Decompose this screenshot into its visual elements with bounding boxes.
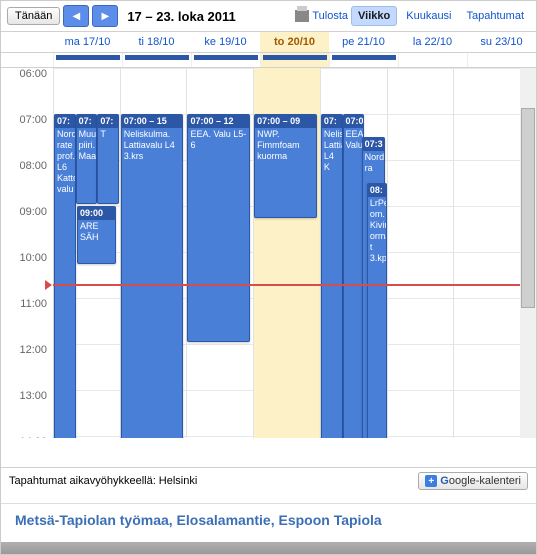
event-title: Neliskulma. Lattiavalu L4 3.krs: [124, 129, 180, 162]
allday-cell-6: [467, 53, 536, 67]
hour-label: 06:00: [1, 68, 53, 114]
weekday-6[interactable]: su 23/10: [467, 32, 536, 52]
allday-cell-5: [398, 53, 467, 67]
weekday-0[interactable]: ma 17/10: [53, 32, 122, 52]
calendar-event[interactable]: 07:Nordic rate prof. L6 Katto valu: [54, 114, 76, 438]
event-title: T: [100, 129, 116, 140]
timezone-label: Tapahtumat aikavyöhykkeellä: Helsinki: [9, 475, 197, 487]
calendar-event[interactable]: 07:00 – 09NWP. Fimmfoam kuorma: [254, 114, 316, 218]
day-column-0[interactable]: 07:Nordic rate prof. L6 Katto valu07:Muu…: [53, 68, 120, 438]
calendar-event[interactable]: 07:Neliskulma. Lattiavalu L4 K: [321, 114, 343, 438]
weekday-4[interactable]: pe 21/10: [329, 32, 398, 52]
hour-label: 09:00: [1, 206, 53, 252]
calendar-event[interactable]: 07:T: [97, 114, 119, 204]
event-time: 07:3: [363, 138, 384, 151]
event-time: 07:00 – 15: [122, 115, 182, 128]
day-column-5[interactable]: [387, 68, 454, 438]
allday-cell-1: [122, 53, 191, 67]
allday-cell-4: [329, 53, 398, 67]
event-time: 07:00 – 12: [188, 115, 248, 128]
calendar-event[interactable]: 09:00ARE SÄH: [77, 206, 116, 264]
print-link[interactable]: Tulosta: [295, 10, 348, 22]
weekday-1[interactable]: ti 18/10: [122, 32, 191, 52]
event-time: 07:: [322, 115, 342, 128]
calendar-event[interactable]: 08:LrPe om. Kiviuki orma t 3.kpl: [367, 183, 387, 438]
weekday-5[interactable]: la 22/10: [398, 32, 467, 52]
print-label: Tulosta: [312, 10, 348, 22]
event-title: Nordic rate prof. L6 Katto valu: [57, 129, 73, 195]
day-column-1[interactable]: 07:00 – 15Neliskulma. Lattiavalu L4 3.kr…: [120, 68, 187, 438]
event-time: 07:0: [344, 115, 364, 128]
print-icon: [295, 10, 309, 22]
event-time: 08:: [368, 184, 386, 197]
grid-scrollbar[interactable]: [520, 68, 536, 438]
event-title: Muuraus piiri. Maastons: [79, 129, 95, 162]
event-title: ARE SÄH: [80, 221, 113, 243]
allday-cell-3: [260, 53, 329, 67]
hour-label: 07:00: [1, 114, 53, 160]
event-title: NWP. Fimmfoam kuorma: [257, 129, 313, 162]
calendar-event[interactable]: 07:00 – 12EEA. Valu L5-6: [187, 114, 249, 342]
event-title: EEA. Valu L5-6: [190, 129, 246, 151]
hour-label: 10:00: [1, 252, 53, 298]
hour-label: 12:00: [1, 344, 53, 390]
tab-events[interactable]: Tapahtumat: [461, 7, 530, 25]
page-subheader: Metsä-Tapiolan työmaa, Elosalamantie, Es…: [1, 503, 536, 536]
scrollbar-thumb[interactable]: [521, 108, 535, 308]
weekday-2[interactable]: ke 19/10: [191, 32, 260, 52]
hour-label: 13:00: [1, 390, 53, 436]
weekday-header: ma 17/10ti 18/10ke 19/10to 20/10pe 21/10…: [1, 32, 536, 53]
event-title: Nordic ra: [365, 152, 382, 174]
hour-label: 11:00: [1, 298, 53, 344]
calendar-event[interactable]: 07:Muuraus piiri. Maastons: [76, 114, 98, 204]
google-calendar-label: Google-kalenteri: [440, 475, 521, 487]
taskbar-strip: [1, 542, 536, 554]
allday-cell-0: [53, 53, 122, 67]
prev-button[interactable]: ◀: [63, 5, 89, 27]
day-column-2[interactable]: 07:00 – 12EEA. Valu L5-6: [186, 68, 253, 438]
google-calendar-button[interactable]: + Google-kalenteri: [418, 472, 528, 490]
allday-cell-2: [191, 53, 260, 67]
today-button[interactable]: Tänään: [7, 7, 60, 25]
day-column-6[interactable]: [453, 68, 520, 438]
event-title: LrPe om. Kiviuki orma t 3.kpl: [370, 198, 384, 264]
calendar-toolbar: Tänään ◀ ▶ 17 – 23. loka 2011 Tulosta Vi…: [1, 1, 536, 32]
event-title: Neliskulma. Lattiavalu L4 K: [324, 129, 340, 173]
calendar-event[interactable]: 07:0EEA. Valu: [343, 114, 365, 438]
tab-week[interactable]: Viikko: [351, 6, 397, 26]
event-time: 07:: [98, 115, 118, 128]
next-button[interactable]: ▶: [92, 5, 118, 27]
allday-row: [1, 53, 536, 68]
event-time: 07:: [55, 115, 75, 128]
hour-label: 14:00: [1, 436, 53, 438]
weekday-3[interactable]: to 20/10: [260, 32, 329, 52]
day-column-4[interactable]: 07:Neliskulma. Lattiavalu L4 K07:0EEA. V…: [320, 68, 387, 438]
calendar-event[interactable]: 07:00 – 15Neliskulma. Lattiavalu L4 3.kr…: [121, 114, 183, 438]
day-column-3[interactable]: 07:00 – 09NWP. Fimmfoam kuorma: [253, 68, 320, 438]
date-range: 17 – 23. loka 2011: [127, 9, 235, 24]
event-time: 07:00 – 09: [255, 115, 315, 128]
event-time: 09:00: [78, 207, 115, 220]
plus-icon: +: [425, 475, 437, 487]
event-time: 07:: [77, 115, 97, 128]
hour-label: 08:00: [1, 160, 53, 206]
calendar-footer: Tapahtumat aikavyöhykkeellä: Helsinki + …: [1, 467, 536, 494]
event-title: EEA. Valu: [346, 129, 362, 151]
time-grid: 06:0007:0008:0009:0010:0011:0012:0013:00…: [1, 68, 536, 438]
tab-month[interactable]: Kuukausi: [400, 7, 457, 25]
